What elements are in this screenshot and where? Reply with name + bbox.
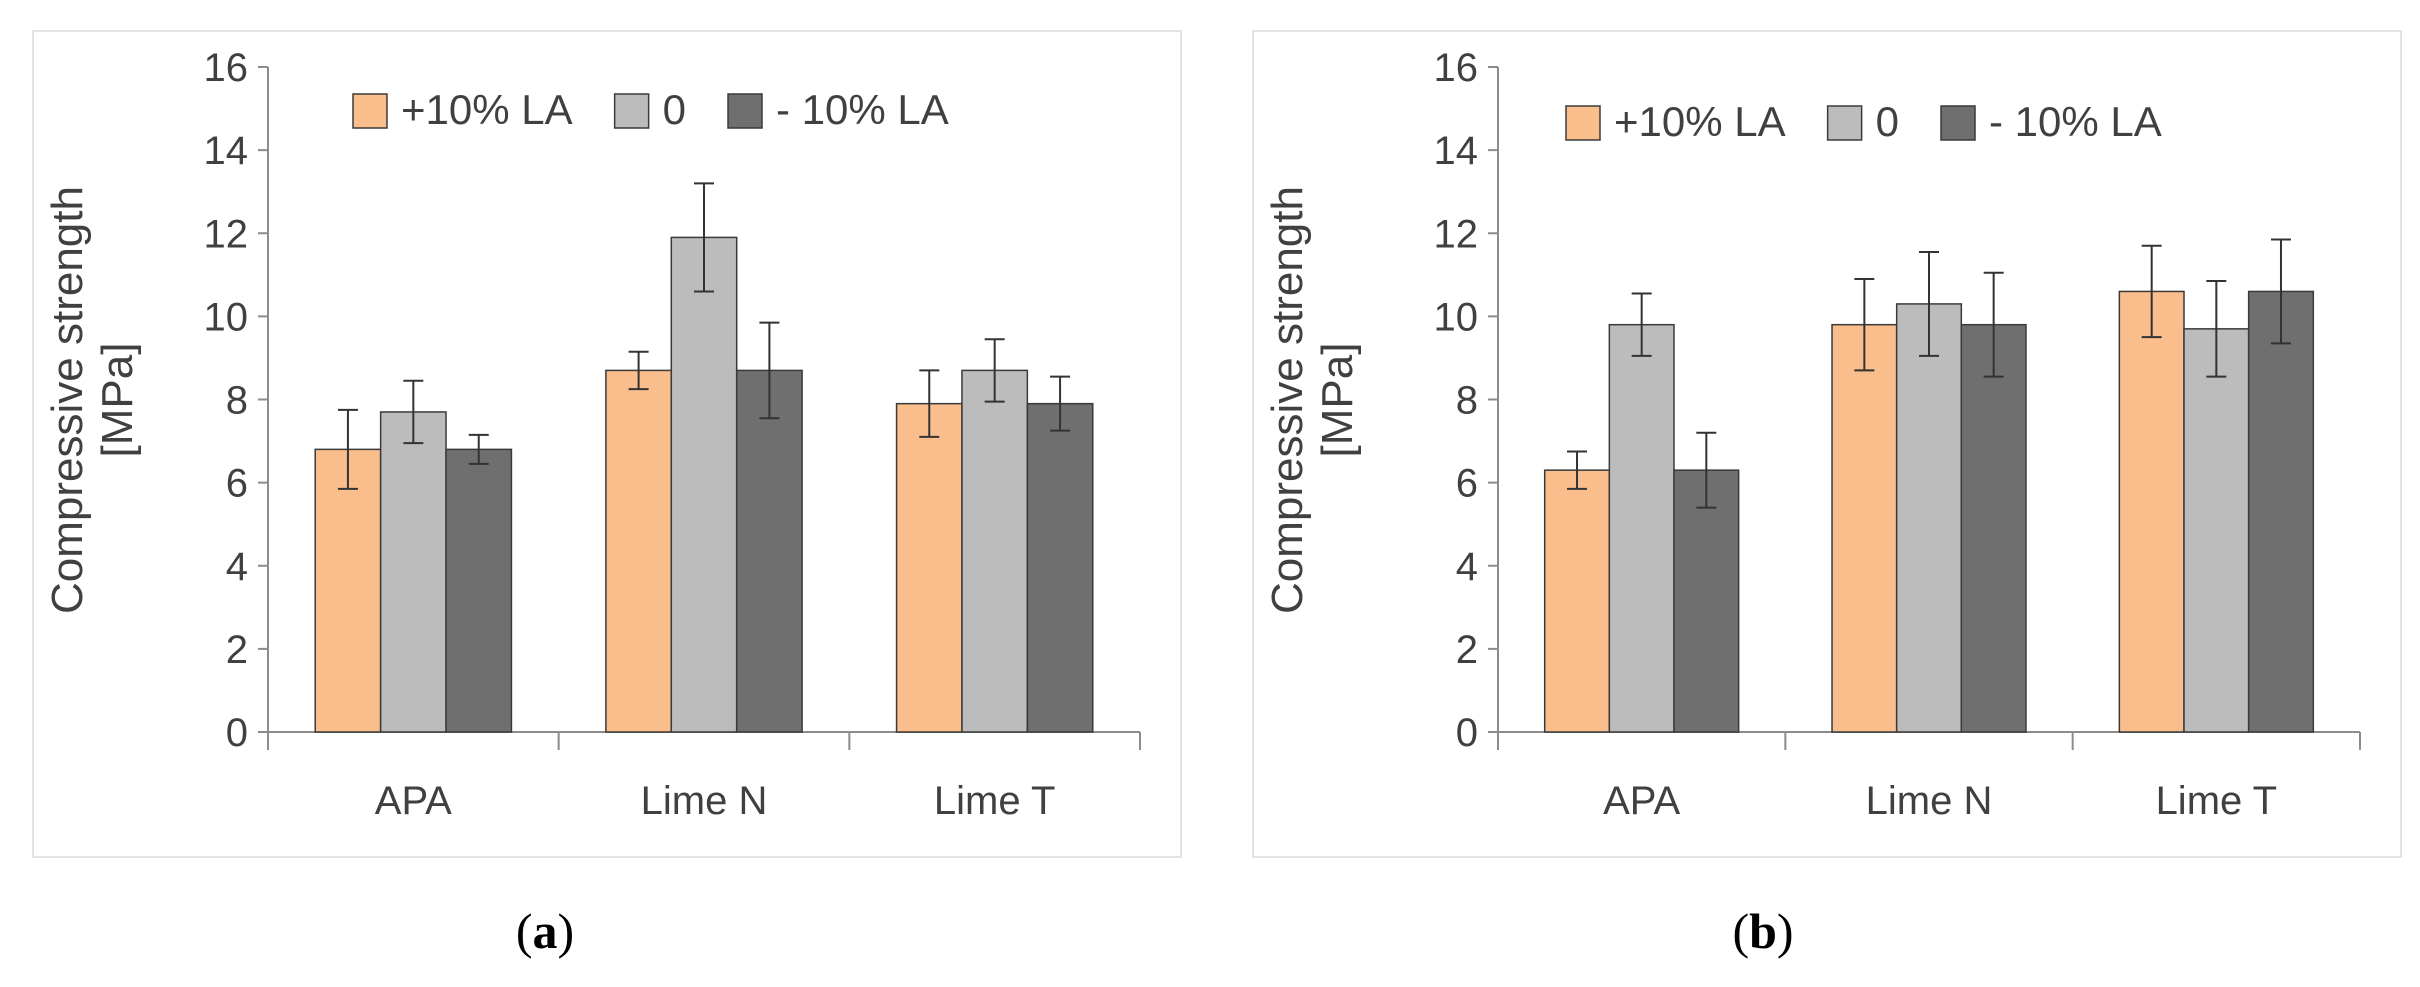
bar-apa-series-2 xyxy=(1673,469,1740,733)
bar-lime-t-series-0 xyxy=(895,402,963,733)
caption-a-label: a xyxy=(532,903,558,959)
y-axis-label-line: Compressive strength xyxy=(1263,186,1312,614)
y-axis-label: Compressive strength[MPa] xyxy=(43,186,142,614)
y-tick-label: 6 xyxy=(226,462,248,506)
y-tick-label: 10 xyxy=(1434,295,1479,339)
legend-swatch xyxy=(727,93,763,129)
bar-lime-t-series-1 xyxy=(2183,328,2250,733)
y-tick-label: 8 xyxy=(226,379,248,423)
bar-apa-series-2 xyxy=(445,448,513,733)
legend-swatch xyxy=(1940,105,1976,141)
legend-swatch xyxy=(1565,105,1601,141)
y-axis-label-line: [MPa] xyxy=(1313,343,1362,458)
x-tick-label: Lime N xyxy=(641,779,768,823)
x-tick-label: APA xyxy=(375,779,452,823)
y-tick-label: 16 xyxy=(1434,46,1479,90)
bar-apa-series-1 xyxy=(379,411,447,733)
bar-lime-t-series-2 xyxy=(1026,402,1094,733)
legend-entry: 0 xyxy=(663,86,686,133)
caption-b-label: b xyxy=(1749,903,1777,959)
bar-lime-n-series-2 xyxy=(735,369,803,733)
legend-swatch xyxy=(1826,105,1863,141)
x-tick-label: Lime T xyxy=(2156,779,2278,823)
bar-apa-series-0 xyxy=(314,448,382,733)
bar-lime-n-series-2 xyxy=(1960,323,2027,733)
legend-entry: +10% LA xyxy=(1614,98,1786,145)
caption-b: (b) xyxy=(1732,903,1794,959)
y-tick-label: 8 xyxy=(1456,379,1478,423)
y-axis-label: Compressive strength[MPa] xyxy=(1263,186,1362,614)
y-tick-label: 12 xyxy=(204,212,249,256)
y-tick-label: 12 xyxy=(1434,212,1479,256)
bar-apa-series-0 xyxy=(1543,469,1611,733)
bar-lime-t-series-1 xyxy=(961,369,1029,733)
y-tick-label: 10 xyxy=(204,295,249,339)
legend-entry: 0 xyxy=(1876,98,1899,145)
y-tick-label: 2 xyxy=(1456,628,1478,672)
caption-a: (a) xyxy=(515,903,575,959)
bar-lime-t-series-2 xyxy=(2247,290,2315,733)
y-tick-label: 0 xyxy=(226,711,248,755)
bar-lime-n-series-1 xyxy=(670,236,738,733)
legend-entry: +10% LA xyxy=(401,86,573,133)
y-tick-label: 2 xyxy=(226,628,248,672)
y-axis-label-line: Compressive strength xyxy=(43,186,92,614)
x-tick-label: Lime T xyxy=(934,779,1056,823)
y-tick-label: 14 xyxy=(204,129,249,173)
y-tick-label: 16 xyxy=(204,46,249,90)
legend-swatch xyxy=(613,93,650,129)
bar-lime-n-series-0 xyxy=(605,369,673,733)
y-tick-label: 14 xyxy=(1434,129,1479,173)
bar-lime-t-series-0 xyxy=(2118,290,2185,733)
y-tick-label: 0 xyxy=(1456,711,1478,755)
x-tick-label: Lime N xyxy=(1866,779,1993,823)
y-tick-label: 6 xyxy=(1456,462,1478,506)
legend-swatch xyxy=(352,93,388,129)
bar-lime-n-series-1 xyxy=(1895,303,1963,733)
y-axis-label-line: [MPa] xyxy=(93,343,142,458)
bar-lime-n-series-0 xyxy=(1831,323,1898,733)
legend-entry: - 10% LA xyxy=(1989,98,2162,145)
y-tick-label: 4 xyxy=(1456,545,1478,589)
chart-b: 0 2 4 6 8 10 12 14 16 APA Lime N Lime T Compressive … xyxy=(1263,46,2361,823)
legend-entry: - 10% LA xyxy=(776,86,949,133)
chart-a: 0 2 4 6 8 10 12 14 16 APA Lime N Lime T Compressive … xyxy=(43,46,1141,823)
bar-apa-series-1 xyxy=(1608,323,1675,733)
x-tick-label: APA xyxy=(1603,779,1680,823)
y-tick-label: 4 xyxy=(226,545,248,589)
